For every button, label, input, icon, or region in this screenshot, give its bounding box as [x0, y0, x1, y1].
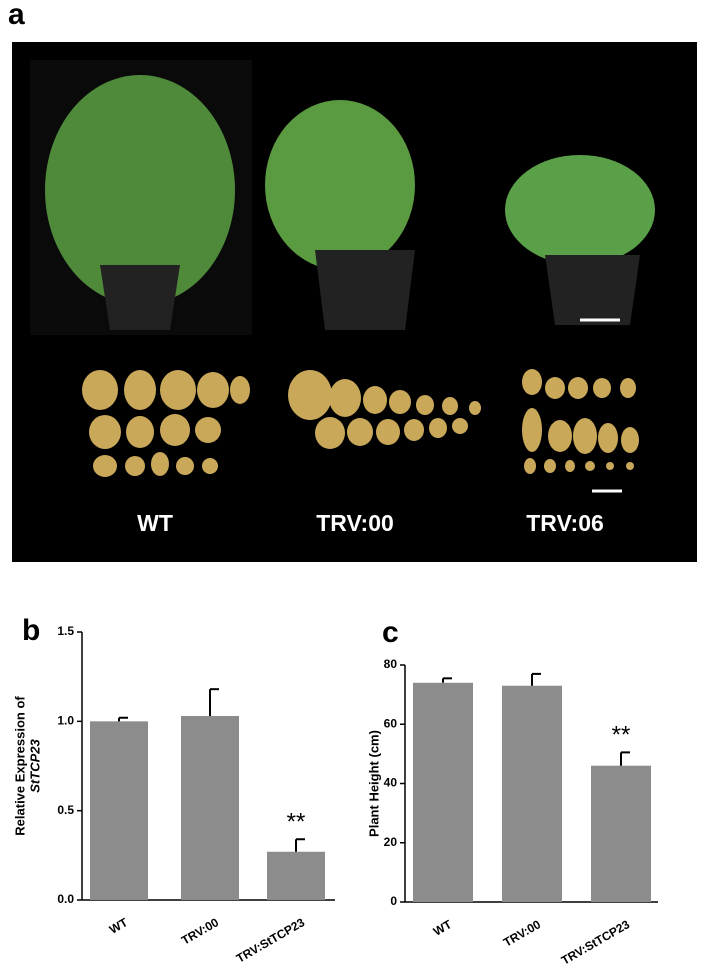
- y-tick-label: 0.5: [57, 803, 74, 817]
- bar: [267, 851, 325, 900]
- plant-photos: [30, 60, 655, 335]
- tuber-photos: [82, 369, 639, 493]
- y-tick-label: 1.0: [57, 714, 74, 728]
- panel-label: b: [22, 614, 40, 647]
- y-tick-label: 80: [384, 657, 398, 671]
- y-tick-label: 0.0: [57, 892, 74, 906]
- panel-label: a: [8, 0, 25, 31]
- photo-label: TRV:00: [316, 510, 394, 536]
- x-tick-label: TRV:00: [179, 915, 221, 948]
- x-tick-label: WT: [107, 915, 131, 937]
- bar: [90, 721, 148, 900]
- y-tick-label: 20: [384, 835, 398, 849]
- annotation: **: [287, 809, 306, 836]
- y-tick-label: 40: [384, 776, 398, 790]
- y-tick-label: 0: [390, 894, 397, 908]
- x-tick-label: TRV:00: [501, 917, 543, 950]
- x-tick-label: TRV:StTCP23: [559, 917, 633, 966]
- y-tick-label: 60: [384, 716, 398, 730]
- photo-label: WT: [137, 510, 173, 536]
- y-axis-label: Plant Height (cm): [366, 730, 381, 837]
- bar: [181, 715, 239, 900]
- bar: [591, 765, 651, 902]
- photo-label: TRV:06: [526, 510, 604, 536]
- y-axis-label: Relative Expression of: [12, 696, 27, 836]
- y-axis-label: StTCP23: [27, 739, 42, 793]
- bar: [502, 685, 562, 902]
- bar: [413, 682, 473, 902]
- annotation: **: [612, 722, 631, 749]
- x-tick-label: WT: [431, 917, 455, 939]
- panel-label: c: [382, 616, 399, 649]
- x-tick-label: TRV:StTCP23: [234, 915, 308, 966]
- y-tick-label: 1.5: [57, 624, 74, 638]
